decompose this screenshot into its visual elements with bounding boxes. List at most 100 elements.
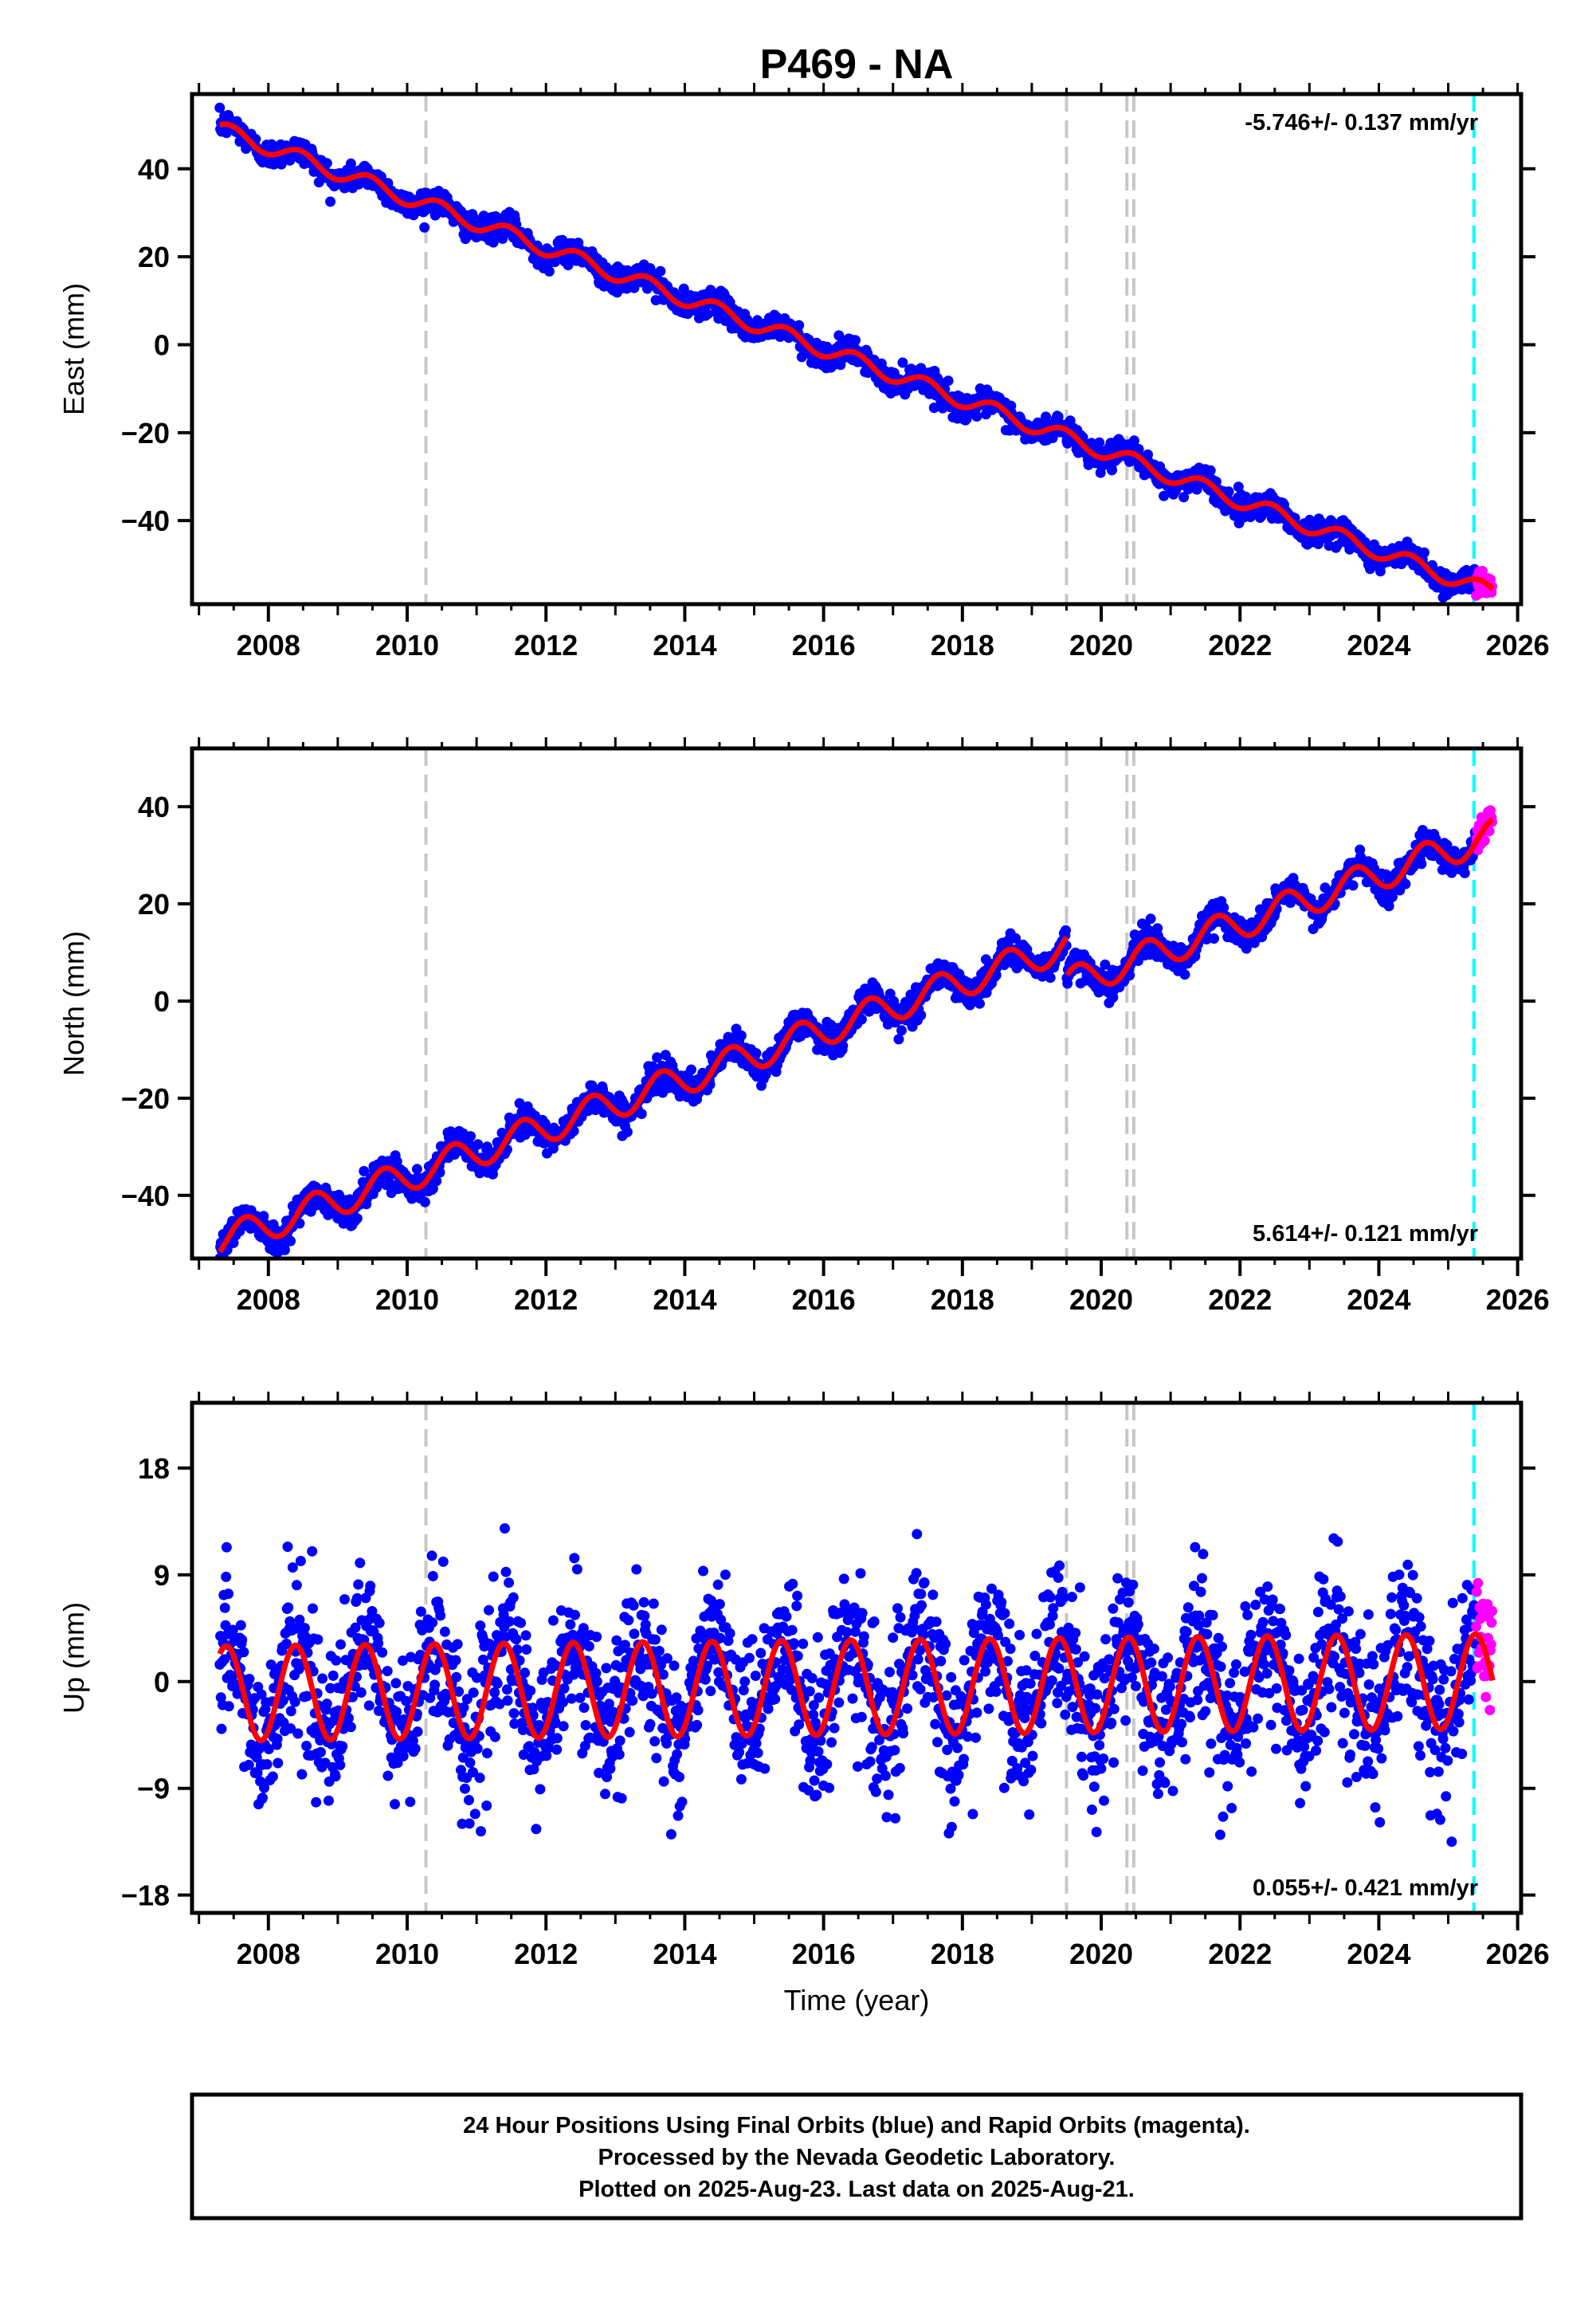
east-final-point bbox=[1128, 435, 1139, 446]
north-y-tick-label: −40 bbox=[121, 1180, 170, 1212]
east-final-point bbox=[655, 265, 666, 277]
up-final-point bbox=[285, 1706, 296, 1717]
east-final-point bbox=[1205, 465, 1216, 476]
east-final-point bbox=[752, 315, 763, 326]
north-final-point bbox=[916, 1010, 927, 1021]
north-y-axis-label: North (mm) bbox=[57, 931, 90, 1076]
east-final-point bbox=[1053, 411, 1064, 422]
east-final-point bbox=[543, 266, 555, 277]
east-final-point bbox=[702, 308, 713, 320]
east-y-tick-label: 40 bbox=[138, 153, 170, 186]
up-final-point bbox=[324, 1795, 334, 1806]
east-x-tick-label: 2014 bbox=[653, 629, 716, 662]
north-y-tick-label: 40 bbox=[138, 791, 170, 823]
north-final-point bbox=[1209, 933, 1219, 944]
north-final-point bbox=[893, 1034, 904, 1045]
north-final-point bbox=[636, 1109, 647, 1119]
east-final-point bbox=[943, 375, 954, 387]
east-y-tick-label: 0 bbox=[154, 328, 170, 361]
up-final-point bbox=[223, 1588, 234, 1600]
east-final-point bbox=[1233, 481, 1244, 493]
up-final-point bbox=[308, 1603, 318, 1614]
up-final-point bbox=[216, 1723, 227, 1734]
up-final-point bbox=[291, 1580, 302, 1591]
up-final-point bbox=[363, 1700, 374, 1711]
up-final-point bbox=[317, 1673, 328, 1684]
north-final-point bbox=[1145, 913, 1156, 925]
up-final-point bbox=[289, 1696, 300, 1707]
up-final-point bbox=[223, 1701, 234, 1712]
up-final-point bbox=[353, 1579, 364, 1590]
north-final-point bbox=[1179, 969, 1190, 980]
east-final-point bbox=[971, 411, 982, 422]
up-final-point bbox=[272, 1734, 283, 1745]
up-final-point bbox=[221, 1541, 232, 1553]
east-x-tick-label: 2012 bbox=[514, 629, 578, 662]
east-x-tick-label: 2008 bbox=[237, 629, 300, 662]
north-x-tick-label: 2016 bbox=[792, 1283, 856, 1316]
up-final-point bbox=[238, 1647, 249, 1658]
panel-east: 2008 2010 2012 2014 2016 2018 2020 2022 2024 2026… bbox=[57, 83, 1550, 662]
north-final-point bbox=[258, 1211, 269, 1222]
east-x-tick-label: 2018 bbox=[931, 629, 994, 662]
north-final-point bbox=[1459, 867, 1470, 878]
north-final-point bbox=[351, 1213, 363, 1224]
north-x-tick-label: 2026 bbox=[1486, 1283, 1550, 1316]
up-final-point bbox=[311, 1797, 322, 1808]
east-final-point bbox=[629, 282, 640, 293]
north-final-point bbox=[622, 1126, 633, 1137]
up-final-point bbox=[261, 1759, 273, 1770]
up-final-point bbox=[312, 1634, 324, 1645]
up-final-point bbox=[337, 1741, 348, 1752]
up-final-point bbox=[321, 1698, 332, 1710]
east-y-tick-label: −20 bbox=[121, 417, 170, 450]
north-x-tick-label: 2008 bbox=[237, 1283, 300, 1316]
up-final-point bbox=[365, 1581, 376, 1592]
east-x-tick-label: 2016 bbox=[792, 629, 856, 662]
north-final-point bbox=[1416, 858, 1427, 870]
up-final-point bbox=[345, 1722, 356, 1733]
north-final-point bbox=[279, 1244, 290, 1255]
east-plot-area bbox=[214, 94, 1498, 604]
north-final-point bbox=[1347, 880, 1359, 891]
east-final-point bbox=[678, 283, 689, 294]
north-x-tick-label: 2022 bbox=[1208, 1283, 1272, 1316]
east-final-point bbox=[1223, 486, 1234, 497]
east-x-tick-label: 2024 bbox=[1347, 629, 1410, 662]
north-y-tick-label: 20 bbox=[138, 888, 170, 921]
north-y-tick-label: 0 bbox=[154, 985, 170, 1018]
east-final-point bbox=[928, 403, 939, 414]
up-final-point bbox=[335, 1639, 346, 1650]
up-final-point bbox=[316, 1746, 326, 1757]
up-final-point bbox=[327, 1670, 339, 1681]
east-x-tick-label: 2010 bbox=[375, 629, 439, 662]
up-final-point bbox=[307, 1545, 318, 1557]
north-final-point bbox=[465, 1131, 476, 1142]
east-x-tick-label: 2020 bbox=[1069, 629, 1133, 662]
up-final-point bbox=[287, 1562, 298, 1573]
up-final-point bbox=[282, 1541, 293, 1553]
east-final-point bbox=[345, 158, 356, 169]
north-final-point bbox=[896, 1025, 907, 1036]
east-final-point bbox=[1107, 465, 1117, 476]
east-final-point bbox=[1419, 547, 1429, 558]
up-final-point bbox=[355, 1687, 367, 1698]
north-x-tick-label: 2020 bbox=[1069, 1283, 1133, 1316]
up-final-point bbox=[273, 1757, 284, 1769]
east-final-point bbox=[1159, 490, 1170, 501]
north-final-point bbox=[1061, 925, 1071, 936]
up-final-point bbox=[296, 1769, 308, 1780]
up-final-point bbox=[335, 1760, 346, 1770]
up-final-point bbox=[339, 1594, 350, 1605]
up-final-point bbox=[221, 1571, 232, 1582]
north-final-point bbox=[285, 1235, 296, 1247]
east-final-point bbox=[794, 320, 805, 331]
east-final-point bbox=[1178, 492, 1190, 503]
north-x-tick-label: 2024 bbox=[1347, 1283, 1410, 1316]
north-x-tick-label: 2012 bbox=[514, 1283, 578, 1316]
north-final-point bbox=[419, 1196, 430, 1208]
north-final-point bbox=[1400, 878, 1411, 889]
east-final-point bbox=[897, 357, 908, 368]
east-final-point bbox=[419, 222, 430, 233]
north-final-point bbox=[751, 1048, 762, 1058]
